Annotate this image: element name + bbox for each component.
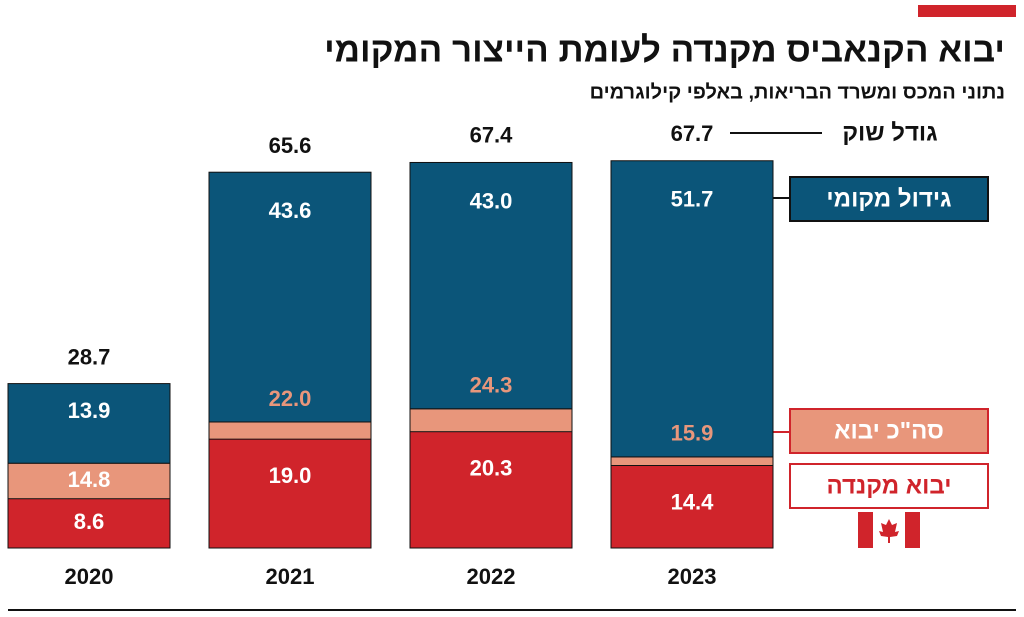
value-label: 51.7: [671, 187, 714, 212]
bar-domestic: [7, 383, 171, 464]
legend-label: גידול מקומי: [826, 185, 951, 212]
total-label: 67.7: [671, 121, 714, 146]
x-tick-label: 2021: [266, 564, 315, 589]
bar-domestic: [208, 171, 372, 423]
bar-domestic: [610, 160, 774, 458]
value-label: 24.3: [470, 373, 513, 398]
canada-flag: [858, 512, 920, 548]
value-label: 8.6: [74, 509, 105, 534]
x-tick-label: 2022: [467, 564, 516, 589]
value-label: 14.4: [671, 489, 715, 514]
chart-subtitle: נתוני המכס ומשרד הבריאות, באלפי קילוגרמי…: [590, 81, 1005, 103]
x-tick-label: 2023: [668, 564, 717, 589]
x-tick-label: 2020: [65, 564, 114, 589]
legend-label: יבוא מקנדה: [826, 472, 951, 499]
total-label: 67.4: [470, 123, 514, 148]
value-label: 15.9: [671, 421, 714, 446]
legend-box: [789, 176, 989, 222]
bar-canada-import: [7, 498, 171, 549]
value-label: 22.0: [269, 386, 312, 411]
accent-bar: [918, 5, 1016, 17]
total-label: 28.7: [68, 344, 111, 369]
legend-label: גודל שוק: [842, 119, 937, 146]
value-label: 14.8: [68, 467, 111, 492]
bar-canada-import: [208, 438, 372, 549]
total-label: 65.6: [269, 133, 312, 158]
legend-box: [789, 408, 989, 454]
value-label: 13.9: [68, 398, 111, 423]
bar-canada-import: [610, 465, 774, 549]
legend-box: [789, 463, 989, 509]
bar-domestic: [409, 161, 573, 410]
value-label: 19.0: [269, 463, 312, 488]
chart-title: יבוא הקנאביס מקנדה לעומת הייצור המקומי: [324, 30, 1005, 69]
bar-canada-import: [409, 431, 573, 549]
value-label: 20.3: [470, 456, 513, 481]
value-label: 43.0: [470, 188, 513, 213]
legend-label: סה"כ יבוא: [834, 417, 944, 444]
value-label: 43.6: [269, 198, 312, 223]
